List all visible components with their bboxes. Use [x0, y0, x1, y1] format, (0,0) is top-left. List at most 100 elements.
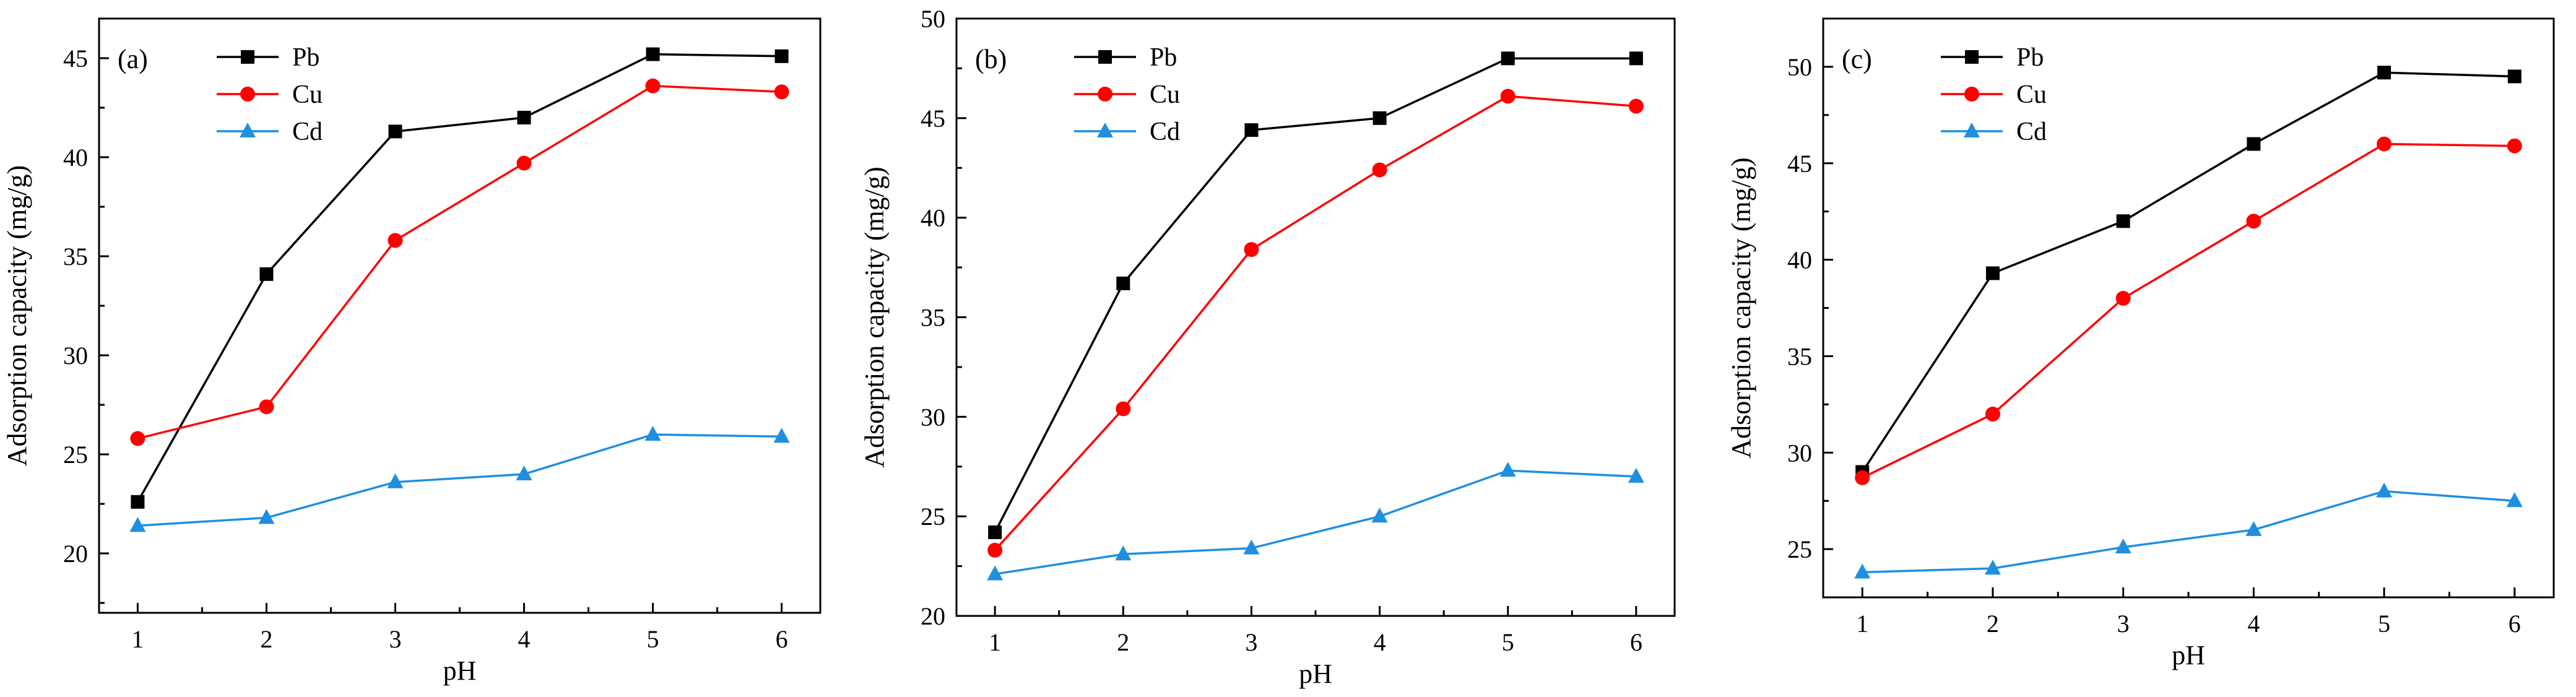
legend-label-pb: Pb: [2016, 43, 2044, 72]
data-point-pb: [774, 49, 789, 63]
y-tick-label: 25: [1787, 535, 1812, 563]
panel-label: (b): [975, 44, 1007, 74]
data-point-pb: [2116, 214, 2130, 228]
y-tick-label: 35: [921, 304, 945, 332]
x-tick-label: 4: [2247, 610, 2260, 638]
plot-frame: [1822, 17, 2555, 599]
y-tick-label: 50: [921, 5, 945, 33]
x-tick-label: 6: [2509, 610, 2521, 638]
data-point-cd: [1984, 560, 2001, 575]
x-axis-title: pH: [2172, 640, 2205, 670]
series-line-pb: [994, 57, 1636, 533]
y-tick-label: 30: [1787, 439, 1812, 467]
data-point-cu: [2377, 136, 2392, 152]
x-tick-label: 3: [1245, 628, 1257, 656]
legend-marker-cu: [240, 87, 255, 102]
y-tick-label: 30: [63, 342, 88, 370]
data-point-cd: [1115, 545, 1132, 561]
series-line-cu: [994, 95, 1636, 552]
data-point-cd: [773, 428, 790, 443]
data-point-cd: [129, 517, 146, 532]
series-line-cd: [137, 433, 782, 527]
x-tick-label: 3: [389, 625, 401, 653]
data-point-cu: [259, 399, 274, 415]
data-point-pb: [1244, 123, 1259, 137]
data-point-cu: [1855, 470, 1870, 485]
plot-frame: [98, 17, 822, 614]
y-tick-label: 40: [1787, 246, 1812, 274]
x-tick-label: 5: [647, 625, 659, 653]
data-point-pb: [1501, 51, 1515, 66]
x-tick-label: 4: [1374, 628, 1386, 656]
data-point-cu: [774, 84, 789, 100]
data-point-cd: [2506, 492, 2523, 508]
x-tick-label: 4: [518, 625, 531, 653]
y-axis-title: Adsorption capacity (mg/g): [1726, 157, 1756, 458]
data-point-cd: [987, 565, 1004, 581]
data-point-cu: [645, 78, 661, 93]
data-point-cu: [2507, 138, 2522, 154]
y-tick-label: 50: [1787, 53, 1812, 81]
data-point-pb: [517, 111, 531, 124]
x-tick-label: 2: [1117, 628, 1129, 656]
data-point-cd: [1499, 462, 1516, 477]
data-point-pb: [131, 495, 145, 509]
data-point-cu: [388, 233, 403, 248]
data-point-cd: [644, 426, 661, 441]
y-axis-title: Adsorption capacity (mg/g): [2, 165, 32, 466]
panel-label: (c): [1842, 44, 1872, 74]
x-tick-label: 1: [1856, 610, 1868, 638]
series-line-cu: [1862, 142, 2515, 479]
data-point-pb: [1985, 266, 2000, 280]
legend-marker-cu: [1098, 87, 1112, 102]
y-tick-label: 25: [63, 441, 88, 469]
data-point-cd: [258, 509, 275, 524]
data-point-cu: [2246, 214, 2262, 229]
x-tick-label: 1: [989, 628, 1001, 656]
data-point-cu: [1244, 242, 1259, 258]
legend-label-cu: Cu: [292, 80, 323, 109]
x-tick-label: 5: [1502, 628, 1514, 656]
data-point-pb: [1116, 276, 1130, 290]
data-point-pb: [646, 47, 660, 61]
x-tick-label: 2: [1987, 610, 1999, 638]
data-point-pb: [388, 124, 402, 139]
legend-label-pb: Pb: [292, 43, 319, 72]
data-point-pb: [259, 267, 274, 281]
panel-label: (a): [118, 44, 148, 74]
legend-label-cu: Cu: [2016, 80, 2047, 109]
y-axis-title: Adsorption capacity (mg/g): [859, 167, 890, 467]
series-line-cd: [1862, 490, 2515, 574]
legend-label-pb: Pb: [1150, 43, 1177, 72]
series-line-pb: [1861, 71, 2515, 473]
x-tick-label: 1: [131, 625, 144, 653]
y-tick-label: 35: [1787, 342, 1812, 370]
x-tick-label: 5: [2378, 610, 2390, 638]
legend-marker-pb: [1098, 50, 1112, 64]
data-point-cu: [1985, 406, 2000, 422]
legend-marker-cd: [1964, 123, 1980, 137]
y-tick-label: 45: [1787, 150, 1812, 178]
legend-label-cd: Cd: [2016, 118, 2047, 146]
y-tick-label: 40: [63, 144, 88, 171]
data-point-cd: [2376, 482, 2393, 498]
y-tick-label: 35: [63, 243, 88, 271]
series-line-pb: [136, 53, 782, 503]
data-point-cd: [1371, 508, 1388, 523]
data-point-cd: [1854, 563, 1871, 579]
y-tick-label: 30: [921, 403, 945, 431]
data-point-cu: [1372, 162, 1387, 178]
y-tick-label: 20: [63, 540, 88, 568]
x-axis-title: pH: [443, 656, 477, 686]
data-point-cu: [1628, 98, 1644, 114]
x-tick-label: 6: [776, 625, 788, 653]
y-tick-label: 45: [63, 45, 88, 72]
y-tick-label: 20: [921, 602, 945, 630]
x-axis-title: pH: [1299, 659, 1332, 689]
y-tick-label: 25: [921, 503, 945, 530]
data-point-cu: [2115, 290, 2131, 306]
legend-label-cd: Cd: [292, 118, 323, 146]
